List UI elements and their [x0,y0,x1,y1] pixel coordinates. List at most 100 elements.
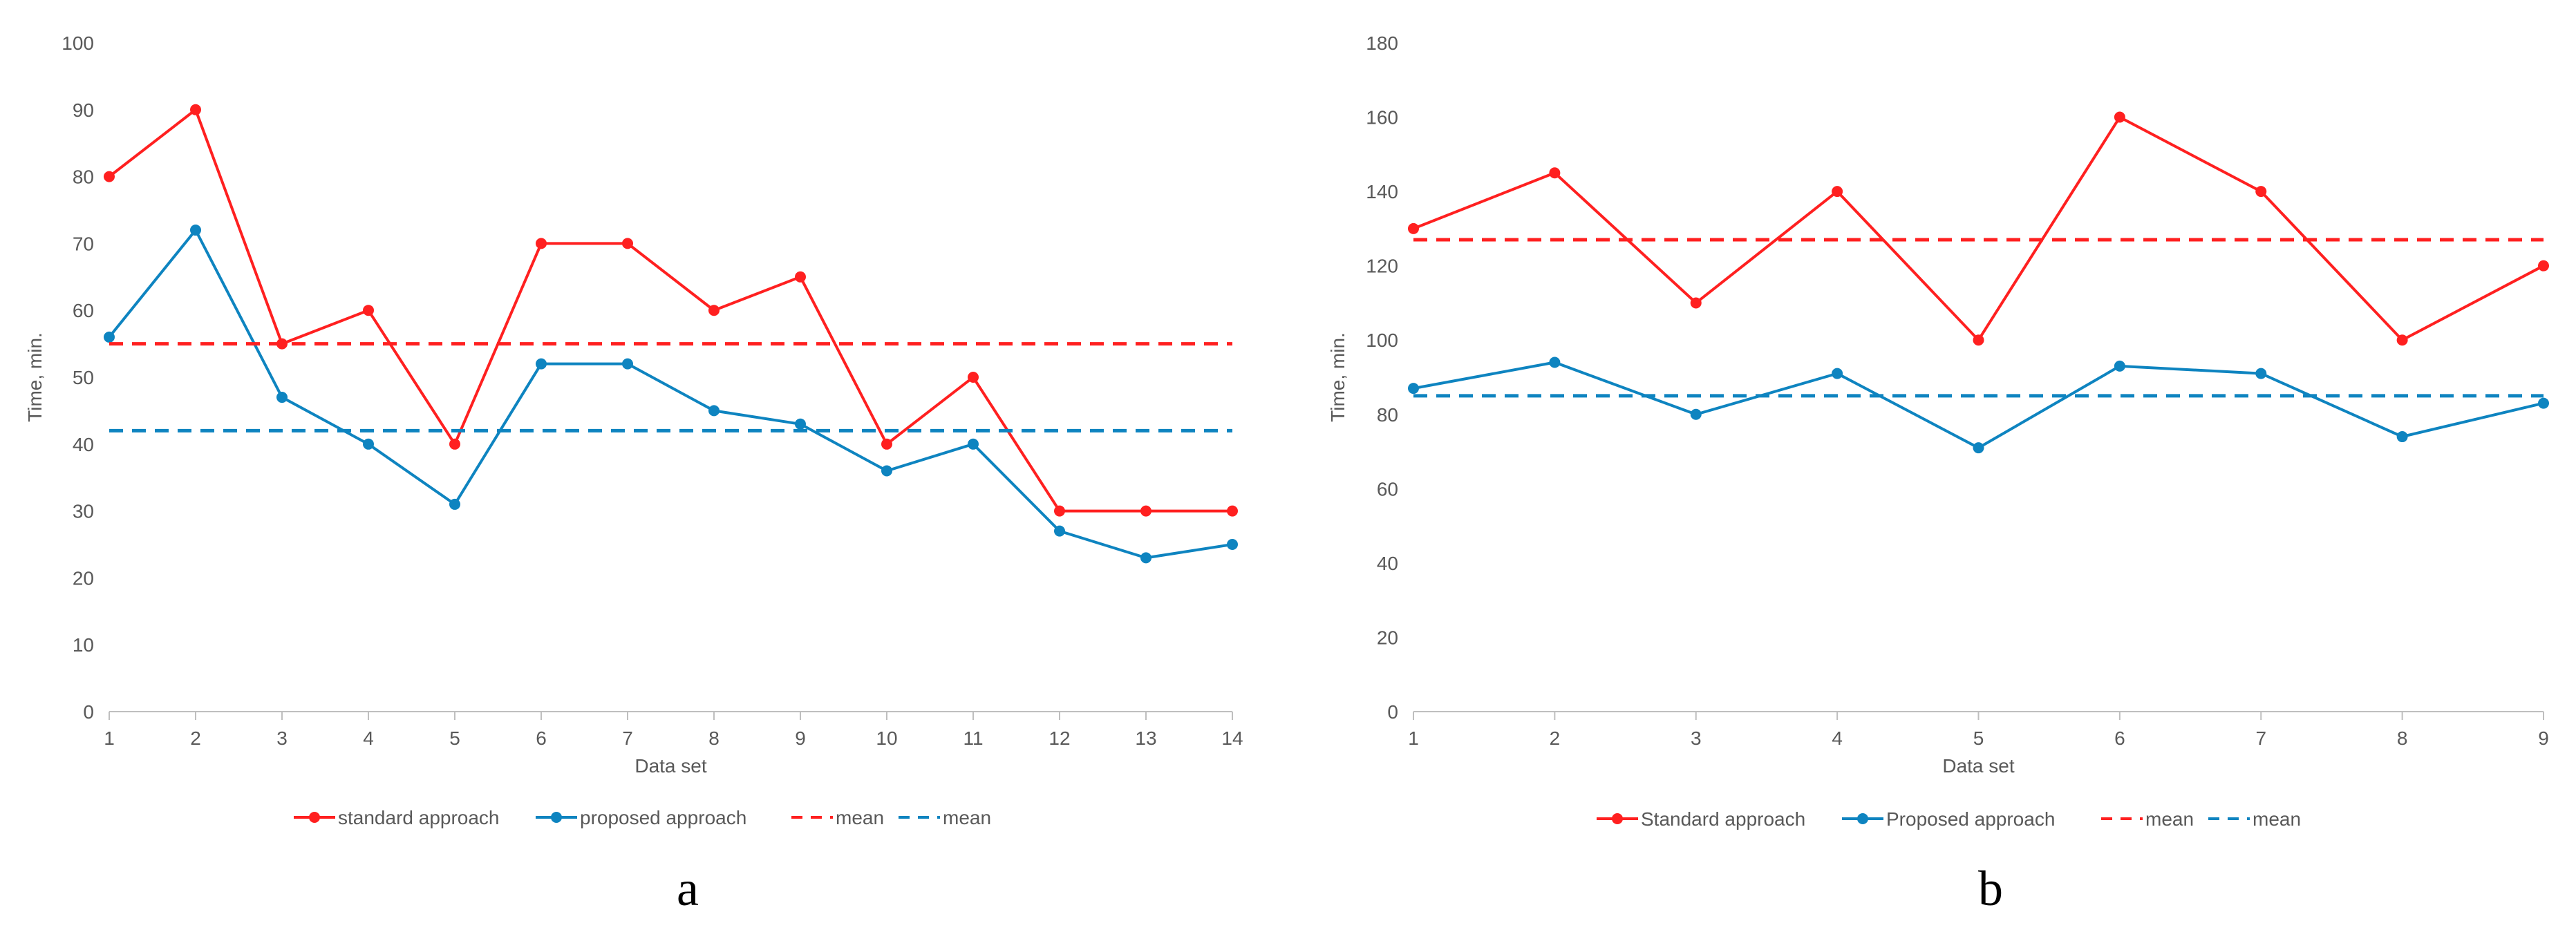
data-point [104,331,115,343]
legend: Standard approach Proposed approach mean me… [1597,808,2301,830]
series-line [1413,361,2544,450]
legend-label: standard approach [338,807,500,828]
x-tick-label: 3 [276,728,288,749]
data-point [795,418,806,430]
data-point [1832,186,1843,198]
data-point [2396,431,2408,443]
data-point [708,405,720,417]
x-tick-label: 4 [1832,728,1843,749]
x-tick-label: 9 [2538,728,2549,749]
x-axis-label: Data set [1942,755,2014,777]
series-1-proposed-approach [104,225,1238,564]
data-point [1054,525,1065,537]
y-axis-label: Time, min. [1327,332,1348,422]
x-tick-label: 1 [104,728,115,749]
data-point [190,225,201,236]
y-tick-label: 20 [1377,627,1398,648]
series-line [108,107,1232,513]
series-0-standard-approach [1408,111,2549,346]
data-point [190,104,201,115]
x-tick-label: 7 [2255,728,2266,749]
legend-label: mean [2145,808,2194,830]
x-tick-label: 4 [363,728,374,749]
panel-label: b [1978,861,2003,916]
data-point [795,271,806,283]
x-tick-label: 3 [1691,728,1702,749]
legend-label: proposed approach [580,807,746,828]
y-tick-label: 20 [73,567,94,589]
data-point [2396,334,2408,346]
y-tick-label: 140 [1366,181,1398,202]
legend-marker [551,812,562,823]
data-point [2538,260,2549,272]
y-tick-label: 60 [73,300,94,321]
y-tick-label: 120 [1366,256,1398,277]
legend-label: Proposed approach [1886,808,2055,830]
data-point [449,438,460,450]
panel-label: a [677,861,699,916]
y-tick-label: 90 [73,99,94,121]
x-tick-label: 9 [795,728,806,749]
legend-marker [309,812,320,823]
data-point [1408,222,1419,234]
x-axis-label: Data set [634,755,706,777]
chart-panel-a: 1 2 3 4 5 6 7 8 9 10 11 12 13 14010203040506070809010… [24,32,1243,916]
x-tick-label: 6 [536,728,547,749]
data-point [1408,383,1419,395]
data-point [708,305,720,316]
x-tick-label: 2 [1550,728,1561,749]
data-point [1549,357,1561,368]
legend-marker [1857,813,1868,824]
data-point [1140,552,1151,564]
x-tick-label: 5 [449,728,460,749]
data-point [2114,111,2125,123]
data-point [1227,505,1238,517]
series-line [108,227,1233,560]
y-tick-label: 0 [1387,701,1398,723]
y-axis-label: Time, min. [24,332,46,422]
legend-label: mean [836,807,884,828]
y-tick-label: 100 [1366,330,1398,351]
x-tick-label: 14 [1221,728,1243,749]
data-point [363,438,374,450]
data-point [2538,397,2549,409]
data-point [881,465,892,477]
y-tick-label: 180 [1366,32,1398,54]
y-tick-label: 100 [62,32,94,54]
data-point [536,358,547,370]
x-tick-label: 5 [1973,728,1984,749]
y-tick-label: 10 [73,634,94,656]
data-point [968,438,979,450]
legend: standard approach proposed approach mean me… [294,807,991,828]
data-point [622,358,633,370]
y-tick-label: 0 [83,701,94,723]
y-tick-label: 70 [73,233,94,254]
x-tick-label: 1 [1408,728,1419,749]
data-point [536,238,547,249]
data-point [1227,539,1238,550]
x-tick-label: 13 [1135,728,1156,749]
data-point [881,438,892,450]
legend-label: mean [2253,808,2301,830]
series-0-standard-approach [104,104,1238,517]
data-point [1054,505,1065,517]
y-tick-label: 60 [1377,478,1398,500]
data-point [1690,408,1702,420]
legend-label: mean [943,807,991,828]
y-tick-label: 80 [73,167,94,188]
data-point [1973,334,1984,346]
y-tick-label: 50 [73,367,94,388]
x-tick-label: 2 [190,728,201,749]
y-tick-label: 30 [73,501,94,522]
data-point [104,171,115,182]
series-line [1413,115,2544,343]
x-tick-label: 12 [1049,728,1070,749]
data-point [1973,442,1984,454]
data-point [1140,505,1151,517]
data-point [2114,360,2125,372]
legend-label: Standard approach [1641,808,1805,830]
data-point [2255,186,2267,198]
legend-marker [1612,813,1623,824]
y-tick-label: 80 [1377,404,1398,426]
